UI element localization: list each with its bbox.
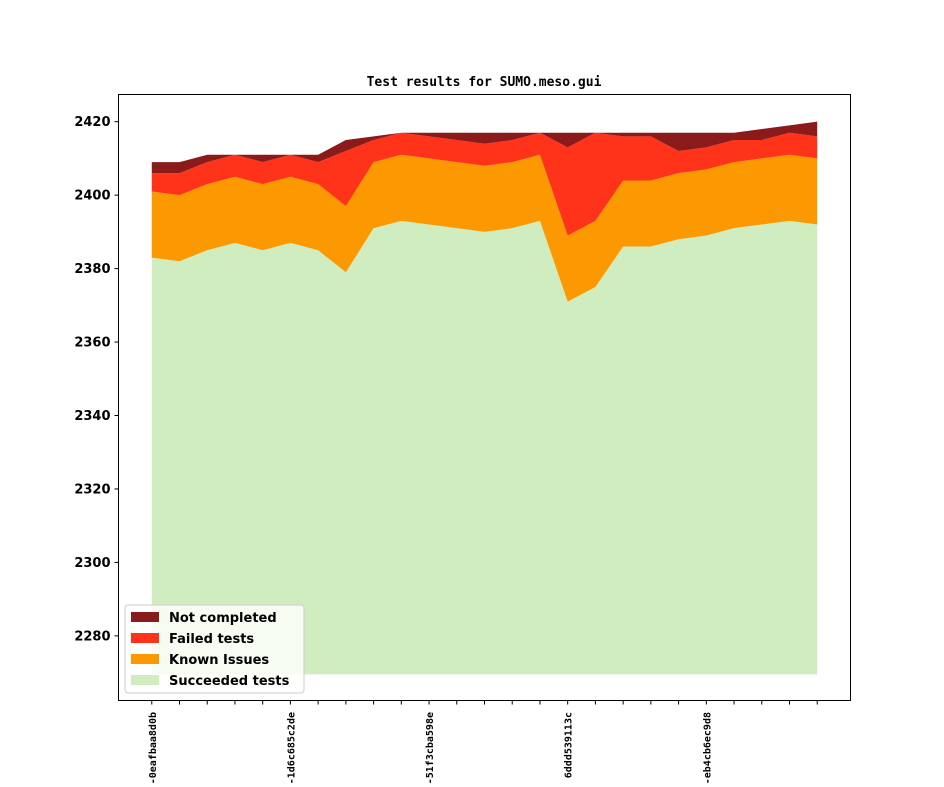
x-tick-label: -51f3cba598e <box>425 712 436 784</box>
y-tick-label: 2340 <box>74 409 110 424</box>
area-failed-tests <box>151 132 818 236</box>
x-tick-label: -eb4cb6ec9d8 <box>702 712 713 784</box>
y-tick-label: 2420 <box>74 115 110 130</box>
y-tick-label: 2380 <box>74 262 110 277</box>
legend-swatch <box>131 675 159 685</box>
legend-label: Failed tests <box>169 632 254 647</box>
area-not-completed <box>151 121 818 174</box>
legend-label: Not completed <box>169 611 277 626</box>
y-tick-label: 2300 <box>74 556 110 571</box>
x-tick-label: -1d6c685c2de <box>286 712 297 784</box>
areas <box>151 121 818 675</box>
legend-label: Known Issues <box>169 653 269 668</box>
legend-swatch <box>131 612 159 622</box>
y-tick-label: 2360 <box>74 336 110 351</box>
legend-swatch <box>131 633 159 643</box>
legend-label: Succeeded tests <box>169 674 290 689</box>
y-axis: 2280 2300 2320 2340 2360 2380 2400 2420 <box>74 115 119 644</box>
area-known-issues <box>151 154 818 302</box>
y-tick-label: 2400 <box>74 189 110 204</box>
y-tick-label: 2320 <box>74 482 110 497</box>
area-succeeded-tests <box>151 220 818 675</box>
y-tick-label: 2280 <box>74 629 110 644</box>
legend-frame <box>124 604 305 694</box>
legend: Not completed Failed tests Known Issues Suc… <box>124 604 305 694</box>
legend-swatch <box>131 654 159 664</box>
x-axis: -0eafbaa8d0b -1d6c685c2de -51f3cba598e 6ddd… <box>148 700 818 784</box>
x-tick-label: 6ddd539113c <box>564 712 575 778</box>
x-tick-label: -0eafbaa8d0b <box>148 712 159 784</box>
chart-title: Test results for SUMO.meso.gui <box>367 75 602 90</box>
